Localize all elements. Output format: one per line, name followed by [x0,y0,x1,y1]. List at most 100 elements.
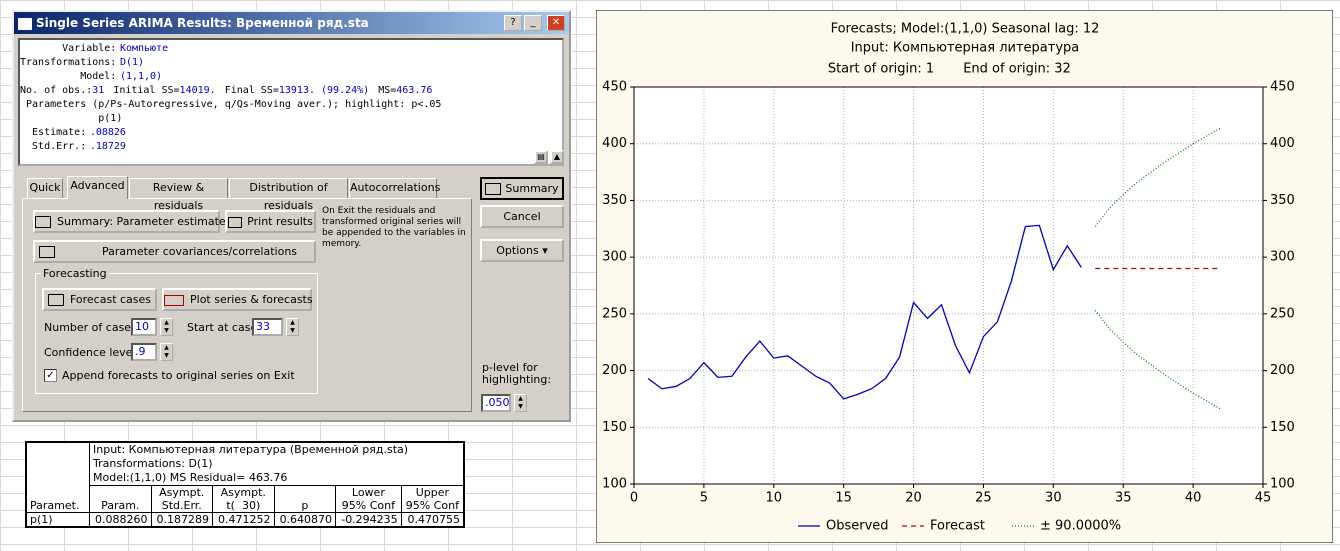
plot-frame [633,86,1264,485]
scroll-button[interactable]: ▲ [550,150,564,164]
app-icon [18,17,32,30]
chart-title: Forecasts; Model:(1,1,0) Seasonal lag: 1… [831,22,1100,37]
y2-tick-label: 350 [1270,193,1295,208]
field-label: Start at case: [187,321,261,334]
y2-tick-label: 100 [1270,477,1295,492]
summary-line: p(1) [20,112,562,126]
spinner[interactable]: ▲ ▼ [160,343,173,361]
summary-text: Variable: Компьюте Transformations: D(1) Mod… [18,38,564,166]
origin-end: End of origin: 32 [963,62,1071,77]
button-label: Plot series & forecasts [190,293,313,306]
group-label: Forecasting [41,267,109,280]
print-results-button[interactable]: Print results [225,210,316,233]
window-title: Single Series ARIMA Results: Временной р… [36,16,369,30]
summary-label: Final SS= [224,85,279,96]
forecast-cases-button[interactable]: Forecast cases [42,288,157,311]
column-header: Asympt. t( 30) [212,485,275,513]
chart-subtitle: Input: Компьютерная литература [851,41,1080,56]
spinner[interactable]: ▲ ▼ [160,318,173,336]
options-button[interactable]: Options ▾ [480,239,564,262]
parameter-estimates-button[interactable]: Summary: Parameter estimates [33,210,231,233]
summary-line: Variable: Компьюте [20,42,562,56]
table-row: Paramet. Input: Компьютерная литература (… [25,441,465,513]
summary-line: Parameters (p/Ps-Autoregressive, q/Qs-Mo… [20,98,562,112]
help-button[interactable]: ? [504,15,522,31]
table-cell: 0.187289 [150,512,214,528]
table-cell: 0.088260 [89,512,152,528]
title-bar: Single Series ARIMA Results: Временной р… [14,12,569,34]
y-tick-label: 200 [602,363,627,378]
p-level-label: p-level for highlighting: [482,361,552,386]
button-label: Parameter covariances/correlations [101,245,298,258]
y-tick-label: 400 [602,136,627,151]
minimize-button[interactable]: _ [524,15,542,31]
summary-value: .18729 [89,141,126,152]
checkbox-label: Append forecasts to original series on E… [62,369,295,382]
table-header-row: Param. Asympt. Std.Err. Asympt. t( 30) p Low… [26,485,465,513]
tab[interactable]: Quick [27,178,63,198]
y-tick-label: 100 [602,477,627,492]
p-level-input[interactable]: .050 [481,394,511,412]
y-tick-label: 450 [602,80,627,95]
summary-label: Parameters (p/Ps-Autoregressive, q/Qs-Mo… [26,99,442,110]
summary-label: Estimate: [32,127,87,138]
table-cell: 0.640870 [273,512,337,528]
tab[interactable]: Advanced [67,176,128,199]
spinner[interactable]: ▲ ▼ [286,318,299,336]
y2-tick-label: 450 [1270,80,1295,95]
x-tick-label: 35 [1115,491,1132,506]
x-tick-label: 15 [835,491,852,506]
number-input[interactable]: 10 [131,318,157,336]
tab[interactable]: Autocorrelations [349,178,440,198]
summary-label: p(1) [98,113,123,124]
field-label: Confidence level: [44,346,140,359]
info-line: Model:(1,1,0) MS Residual= 463.76 [93,471,288,484]
covariances-button[interactable]: Parameter covariances/correlations [33,240,316,263]
y2-tick-label: 200 [1270,363,1295,378]
summary-line: No. of obs.:31 Initial SS=14019. Final SS=… [20,84,562,98]
summary-label: MS= [378,85,397,96]
summary-label: Transformations: [20,57,117,68]
button-label: Forecast cases [69,293,152,306]
origin-start: Start of origin: 1 [828,62,934,77]
summary-label: Std.Err.: [32,141,87,152]
summary-button[interactable]: Summary [480,177,564,200]
summary-label: Model: [80,71,117,82]
tab[interactable]: Review & residuals [129,178,228,212]
y2-tick-label: 400 [1270,136,1295,151]
field-label: Number of cases: [44,321,141,334]
plot-series-button[interactable]: Plot series & forecasts [162,288,313,311]
button-label: Print results [247,215,313,228]
summary-line: Transformations: D(1) [20,56,562,70]
spinner[interactable]: ▲ ▼ [514,394,527,412]
summary-line: Estimate: .08826 [20,126,562,140]
table-row: p(1) 0.088260 0.187289 0.471252 0.640870 -0.2… [25,512,465,528]
number-input[interactable]: .9 [131,343,157,361]
summary-line: Std.Err.: .18729 [20,140,562,154]
x-tick-label: 0 [630,491,638,506]
close-button[interactable]: ✕ [547,15,565,31]
summary-label: No. of obs.: [20,85,93,96]
y2-tick-label: 250 [1270,306,1295,321]
copy-button[interactable]: ▤ [534,150,548,164]
summary-value: 463.76 [396,85,433,96]
checkbox[interactable]: ✓ [44,369,57,382]
summary-value: 31 [92,85,105,96]
dialog-window: Single Series ARIMA Results: Временной р… [12,10,571,422]
y-tick-label: 150 [602,420,627,435]
x-tick-label: 5 [700,491,708,506]
summary-label: Initial SS= [113,85,180,96]
summary-value: 13913. (99.24%) [278,85,370,96]
number-input[interactable]: 33 [252,318,283,336]
tab[interactable]: Distribution of residuals [229,178,348,212]
table-cell: p(1) [25,512,90,528]
table-cell: 0.470755 [400,512,465,528]
column-header: Asympt. Std.Err. [150,485,214,513]
table-cell: -0.294235 [335,512,402,528]
lower-band [1094,310,1222,410]
column-header: Upper 95% Conf [400,485,465,513]
series-line [647,224,1082,400]
cancel-button[interactable]: Cancel [480,205,564,228]
legend-label: Forecast [930,519,985,534]
